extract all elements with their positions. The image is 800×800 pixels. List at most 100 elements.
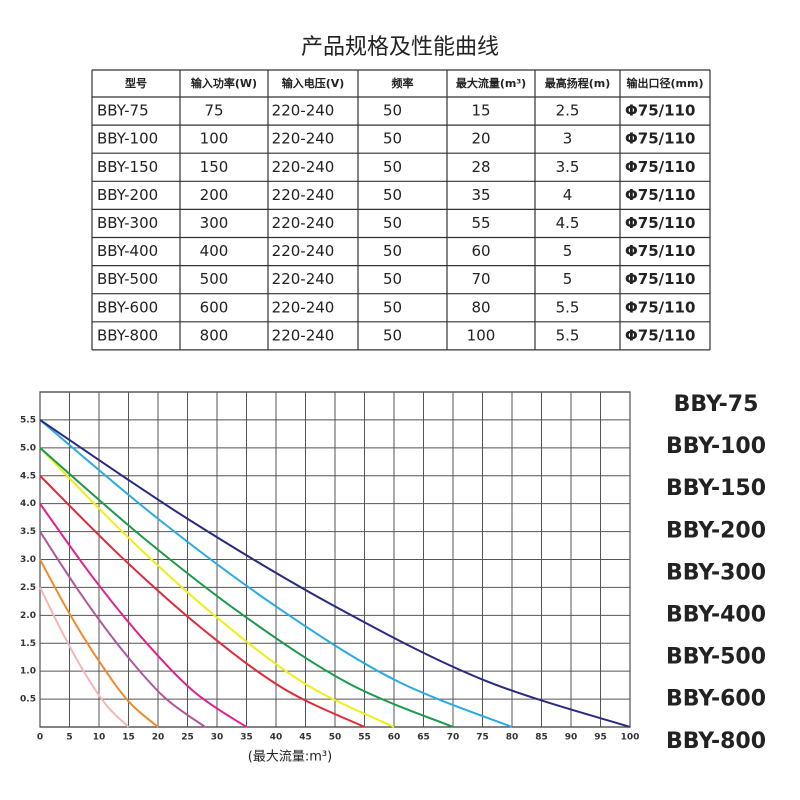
table-cell: Φ75/110 <box>625 214 695 232</box>
spec-table: 型号 输入功率(W) 输入电压(V) 频率 最大流量(m³) 最高扬程(m) 输出口径(mm… <box>91 69 711 351</box>
table-cell: BBY-75 <box>97 102 149 120</box>
table-cell: 100 <box>467 326 496 344</box>
table-cell: 220-240 <box>272 242 335 260</box>
header-cell: 频率 <box>392 76 414 90</box>
table-cell: 50 <box>383 158 402 176</box>
table-cell: 220-240 <box>272 102 335 120</box>
table-cell: 3.5 <box>556 158 580 176</box>
legend-entry: BBY-500 <box>666 645 766 670</box>
y-tick-label: 4.0 <box>20 499 36 509</box>
x-tick-label: 15 <box>122 733 135 743</box>
curve <box>39 447 395 728</box>
curve <box>39 586 130 728</box>
table-cell: Φ75/110 <box>625 158 695 176</box>
x-tick-label: 30 <box>211 733 224 743</box>
table-cell: 20 <box>471 130 490 148</box>
header-cell: 输出口径(mm) <box>627 76 704 90</box>
x-tick-label: 35 <box>240 733 253 743</box>
x-tick-label: 75 <box>476 733 489 743</box>
table-cell: 600 <box>200 298 229 316</box>
curve <box>39 531 206 728</box>
x-tick-label: 40 <box>270 733 283 743</box>
legend-entry: BBY-75 <box>674 392 759 417</box>
x-tick-label: 70 <box>447 733 460 743</box>
table-cell: BBY-150 <box>97 158 158 176</box>
table-cell: 15 <box>471 102 490 120</box>
legend-entry: BBY-200 <box>666 518 766 543</box>
curve <box>39 503 248 728</box>
x-tick-label: 100 <box>621 733 640 743</box>
header-cell: 型号 <box>125 76 147 90</box>
table-cell: 35 <box>471 186 490 204</box>
x-tick-label: 95 <box>594 733 607 743</box>
x-tick-label: 0 <box>37 733 43 743</box>
y-tick-label: 5.0 <box>20 443 36 453</box>
y-tick-label: 4.5 <box>20 471 36 481</box>
table-cell: 5 <box>563 242 573 260</box>
x-tick-label: 10 <box>93 733 106 743</box>
table-cell: 5.5 <box>556 326 580 344</box>
table-cell: 220-240 <box>272 270 335 288</box>
y-tick-label: 5.5 <box>20 415 36 425</box>
x-tick-label: 85 <box>535 733 548 743</box>
table-cell: 50 <box>383 186 402 204</box>
table-cell: 220-240 <box>272 158 335 176</box>
table-cell: 220-240 <box>272 186 335 204</box>
y-tick-label: 1.5 <box>20 639 36 649</box>
table-cell: 80 <box>471 298 490 316</box>
table-cell: Φ75/110 <box>625 270 695 288</box>
table-cell: 400 <box>200 242 229 260</box>
curve <box>39 419 631 728</box>
y-tick-label: 3.0 <box>20 555 36 565</box>
table-cell: 4 <box>563 186 573 204</box>
header-cell: 最大流量(m³) <box>456 76 526 90</box>
table-cell: 220-240 <box>272 326 335 344</box>
table-cell: 100 <box>200 130 229 148</box>
table-cell: 220-240 <box>272 298 335 316</box>
x-tick-label: 5 <box>66 733 72 743</box>
curve <box>39 447 454 728</box>
y-tick-label: 0.5 <box>20 695 36 705</box>
x-tick-label: 50 <box>329 733 342 743</box>
table-cell: Φ75/110 <box>625 186 695 204</box>
y-tick-label: 2.5 <box>20 583 36 593</box>
table-cell: 500 <box>200 270 229 288</box>
table-cell: Φ75/110 <box>625 326 695 344</box>
table-cell: 28 <box>471 158 490 176</box>
x-tick-label: 25 <box>181 733 194 743</box>
legend-entry: BBY-100 <box>666 434 766 459</box>
table-cell: 200 <box>200 186 229 204</box>
table-cell: BBY-300 <box>97 214 158 232</box>
table-cell: 2.5 <box>556 102 580 120</box>
chart: 0 5 10 15 20 25 30 35 40 45 50 55 60 65 70 75 80 85 90 95 10… <box>20 391 766 754</box>
table-cell: 220-240 <box>272 130 335 148</box>
table-cell: 800 <box>200 326 229 344</box>
table-cell: 50 <box>383 102 402 120</box>
table-cell: 220-240 <box>272 214 335 232</box>
table-cell: Φ75/110 <box>625 102 695 120</box>
legend-entry: BBY-800 <box>666 729 766 754</box>
x-axis-label: (最大流量:m³) <box>248 750 332 765</box>
page-title: 产品规格及性能曲线 <box>301 35 499 60</box>
header-cell: 输入功率(W) <box>191 76 257 90</box>
table-cell: Φ75/110 <box>625 242 695 260</box>
table-cell: BBY-800 <box>97 326 158 344</box>
y-tick-label: 2.0 <box>20 611 36 621</box>
table-cell: Φ75/110 <box>625 298 695 316</box>
table-cell: BBY-400 <box>97 242 158 260</box>
legend-entry: BBY-150 <box>666 476 766 501</box>
legend-entry: BBY-400 <box>666 603 766 628</box>
y-tick-label: 1.0 <box>20 667 36 677</box>
table-cell: 4.5 <box>556 214 580 232</box>
legend-entry: BBY-300 <box>666 560 766 585</box>
header-cell: 输入电压(V) <box>282 76 345 90</box>
x-tick-label: 55 <box>358 733 371 743</box>
table-cell: 50 <box>383 326 402 344</box>
table-cell: 50 <box>383 130 402 148</box>
table-cell: 55 <box>471 214 490 232</box>
x-tick-label: 60 <box>388 733 401 743</box>
table-cell: 70 <box>471 270 490 288</box>
table-cell: 150 <box>200 158 229 176</box>
table-cell: BBY-200 <box>97 186 158 204</box>
